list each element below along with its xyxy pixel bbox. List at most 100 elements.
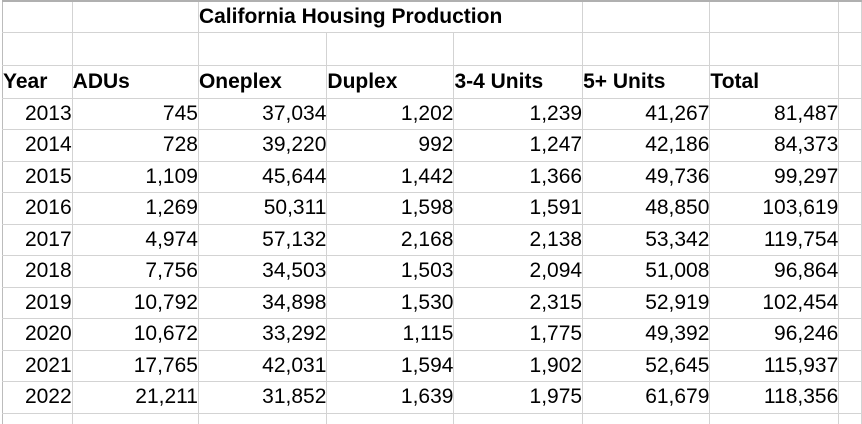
- cell-2015-oneplex[interactable]: 45,644: [198, 161, 328, 193]
- cell-2013-adus[interactable]: 745: [72, 98, 199, 130]
- empty-cell[interactable]: [582, 32, 711, 66]
- cell-2019-3-4-units[interactable]: 2,315: [453, 287, 584, 319]
- cell-2021-oneplex[interactable]: 42,031: [198, 350, 328, 382]
- cell-2018-oneplex[interactable]: 34,503: [198, 255, 328, 288]
- empty-cell-clipped[interactable]: [838, 224, 862, 256]
- empty-cell[interactable]: [72, 32, 199, 66]
- empty-cell-clipped[interactable]: [838, 192, 862, 225]
- cell-2020-total[interactable]: 96,246: [709, 318, 840, 351]
- empty-cell-clipped[interactable]: [838, 98, 862, 130]
- cell-2013-year[interactable]: 2013: [2, 98, 73, 130]
- cell-2020-year[interactable]: 2020: [2, 318, 73, 351]
- cell-2015-duplex[interactable]: 1,442: [326, 161, 455, 193]
- empty-cell-clipped[interactable]: [838, 413, 862, 424]
- empty-cell[interactable]: [72, 1, 199, 33]
- cell-2016-5plus-units[interactable]: 48,850: [582, 192, 711, 225]
- cell-2017-total[interactable]: 119,754: [709, 224, 840, 256]
- empty-cell[interactable]: [709, 413, 840, 424]
- cell-2016-oneplex[interactable]: 50,311: [198, 192, 328, 225]
- header-5plus-units[interactable]: 5+ Units: [582, 65, 711, 99]
- cell-2015-adus[interactable]: 1,109: [72, 161, 199, 193]
- cell-2022-adus[interactable]: 21,211: [72, 381, 199, 414]
- empty-cell[interactable]: [326, 413, 455, 424]
- cell-2019-oneplex[interactable]: 34,898: [198, 287, 328, 319]
- empty-cell[interactable]: [72, 413, 199, 424]
- cell-2016-adus[interactable]: 1,269: [72, 192, 199, 225]
- empty-cell[interactable]: [326, 32, 455, 66]
- cell-2018-5plus-units[interactable]: 51,008: [582, 255, 711, 288]
- empty-cell-clipped[interactable]: [838, 161, 862, 193]
- cell-2020-3-4-units[interactable]: 1,775: [453, 318, 584, 351]
- cell-2018-duplex[interactable]: 1,503: [326, 255, 455, 288]
- empty-cell-clipped[interactable]: [838, 129, 862, 162]
- header-total[interactable]: Total: [709, 65, 840, 99]
- cell-2021-year[interactable]: 2021: [2, 350, 73, 382]
- empty-cell[interactable]: [2, 413, 73, 424]
- cell-2019-year[interactable]: 2019: [2, 287, 73, 319]
- cell-2022-oneplex[interactable]: 31,852: [198, 381, 328, 414]
- empty-cell-clipped[interactable]: [838, 381, 862, 414]
- cell-2016-duplex[interactable]: 1,598: [326, 192, 455, 225]
- empty-cell[interactable]: [453, 413, 584, 424]
- cell-2018-adus[interactable]: 7,756: [72, 255, 199, 288]
- cell-2016-total[interactable]: 103,619: [709, 192, 840, 225]
- cell-2014-3-4-units[interactable]: 1,247: [453, 129, 584, 162]
- cell-2016-3-4-units[interactable]: 1,591: [453, 192, 584, 225]
- cell-2014-adus[interactable]: 728: [72, 129, 199, 162]
- cell-2022-total[interactable]: 118,356: [709, 381, 840, 414]
- empty-cell[interactable]: [582, 1, 711, 33]
- cell-2022-year[interactable]: 2022: [2, 381, 73, 414]
- cell-2014-5plus-units[interactable]: 42,186: [582, 129, 711, 162]
- cell-2017-5plus-units[interactable]: 53,342: [582, 224, 711, 256]
- empty-cell-clipped[interactable]: [838, 65, 862, 99]
- cell-2014-oneplex[interactable]: 39,220: [198, 129, 328, 162]
- cell-2019-total[interactable]: 102,454: [709, 287, 840, 319]
- cell-2017-3-4-units[interactable]: 2,138: [453, 224, 584, 256]
- cell-2020-duplex[interactable]: 1,115: [326, 318, 455, 351]
- cell-2022-3-4-units[interactable]: 1,975: [453, 381, 584, 414]
- cell-2017-adus[interactable]: 4,974: [72, 224, 199, 256]
- empty-cell[interactable]: [2, 32, 73, 66]
- cell-2022-5plus-units[interactable]: 61,679: [582, 381, 711, 414]
- empty-cell-clipped[interactable]: [838, 32, 862, 66]
- empty-cell-clipped[interactable]: [838, 287, 862, 319]
- cell-2019-duplex[interactable]: 1,530: [326, 287, 455, 319]
- cell-2021-5plus-units[interactable]: 52,645: [582, 350, 711, 382]
- header-oneplex[interactable]: Oneplex: [198, 65, 328, 99]
- header-adus[interactable]: ADUs: [72, 65, 199, 99]
- cell-2016-year[interactable]: 2016: [2, 192, 73, 225]
- cell-2015-3-4-units[interactable]: 1,366: [453, 161, 584, 193]
- empty-cell-clipped[interactable]: [838, 1, 862, 33]
- cell-2013-oneplex[interactable]: 37,034: [198, 98, 328, 130]
- cell-2013-duplex[interactable]: 1,202: [326, 98, 455, 130]
- cell-2020-oneplex[interactable]: 33,292: [198, 318, 328, 351]
- empty-cell[interactable]: [2, 1, 73, 33]
- header-duplex[interactable]: Duplex: [326, 65, 455, 99]
- cell-2013-total[interactable]: 81,487: [709, 98, 840, 130]
- cell-2020-adus[interactable]: 10,672: [72, 318, 199, 351]
- cell-2017-duplex[interactable]: 2,168: [326, 224, 455, 256]
- cell-2014-total[interactable]: 84,373: [709, 129, 840, 162]
- cell-2018-total[interactable]: 96,864: [709, 255, 840, 288]
- empty-cell[interactable]: [582, 413, 711, 424]
- cell-2015-total[interactable]: 99,297: [709, 161, 840, 193]
- empty-cell-clipped[interactable]: [838, 255, 862, 288]
- cell-2021-duplex[interactable]: 1,594: [326, 350, 455, 382]
- cell-2015-5plus-units[interactable]: 49,736: [582, 161, 711, 193]
- cell-2017-oneplex[interactable]: 57,132: [198, 224, 328, 256]
- cell-2018-year[interactable]: 2018: [2, 255, 73, 288]
- cell-2021-3-4-units[interactable]: 1,902: [453, 350, 584, 382]
- cell-2018-3-4-units[interactable]: 2,094: [453, 255, 584, 288]
- cell-2013-3-4-units[interactable]: 1,239: [453, 98, 584, 130]
- table-title-cell[interactable]: California Housing Production: [198, 1, 584, 33]
- cell-2020-5plus-units[interactable]: 49,392: [582, 318, 711, 351]
- cell-2017-year[interactable]: 2017: [2, 224, 73, 256]
- cell-2015-year[interactable]: 2015: [2, 161, 73, 193]
- cell-2019-5plus-units[interactable]: 52,919: [582, 287, 711, 319]
- empty-cell[interactable]: [709, 1, 840, 33]
- empty-cell[interactable]: [198, 413, 328, 424]
- empty-cell-clipped[interactable]: [838, 350, 862, 382]
- header-year[interactable]: Year: [2, 65, 73, 99]
- empty-cell[interactable]: [453, 32, 584, 66]
- cell-2022-duplex[interactable]: 1,639: [326, 381, 455, 414]
